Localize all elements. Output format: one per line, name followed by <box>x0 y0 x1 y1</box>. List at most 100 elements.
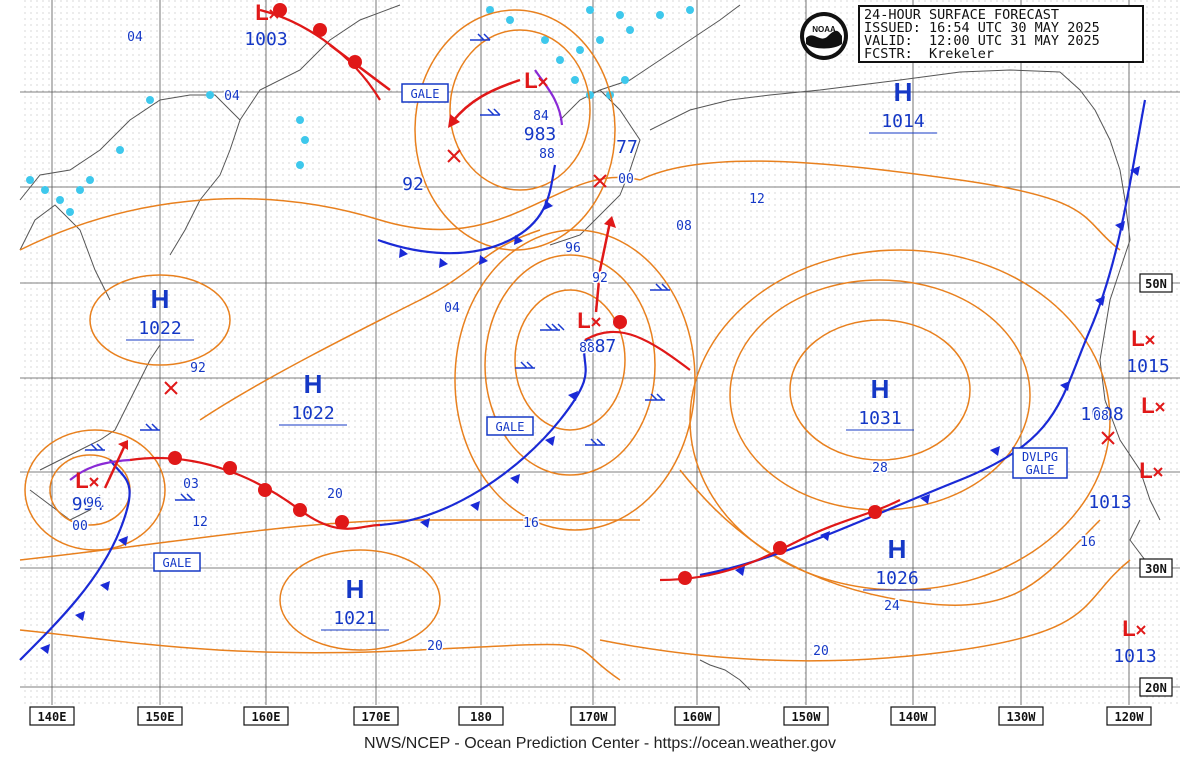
isobar-label: 20 <box>427 639 443 654</box>
isobar-label: 96 <box>565 241 581 256</box>
sea-ice-edge <box>26 6 694 216</box>
longitude-label: 150E <box>137 706 183 726</box>
low-pressure-center: L 1013 <box>1088 458 1163 513</box>
warning-label: GALE <box>411 87 440 101</box>
isobar-label: 03 <box>183 477 199 492</box>
longitude-label: 150W <box>783 706 829 726</box>
high-pressure-center: H 1022 <box>279 369 347 426</box>
svg-text:20N: 20N <box>1145 681 1167 695</box>
warning-label: GALE <box>163 556 192 570</box>
svg-text:30N: 30N <box>1145 562 1167 576</box>
high-pressure-value: 1022 <box>291 403 334 424</box>
low-pressure-center: L 983 <box>524 68 557 145</box>
gale-warning-box: GALE <box>401 83 449 103</box>
isobar-label: 92 <box>190 361 206 376</box>
low-pressure-value: 1015 <box>1126 356 1169 377</box>
longitude-label: 140W <box>890 706 936 726</box>
longitude-label: 160E <box>243 706 289 726</box>
low-center-x <box>269 9 279 19</box>
isobar-label: 00 <box>72 519 88 534</box>
low-center-x <box>538 77 548 87</box>
high-symbol: H <box>894 77 913 107</box>
low-pressure-value: 983 <box>524 124 557 145</box>
svg-text:170E: 170E <box>362 710 391 724</box>
low-pressure-center: L 1013 <box>1113 616 1156 667</box>
isobar-label: 28 <box>872 461 888 476</box>
low-symbol: L <box>1141 393 1154 418</box>
isobar-label: 04 <box>444 301 460 316</box>
svg-text:140W: 140W <box>899 710 929 724</box>
issued-time: ISSUED: 16:54 UTC 30 MAY 2025 <box>864 20 1100 36</box>
longitude-label: 170W <box>570 706 616 726</box>
warning-label: DVLPG GALE <box>1022 450 1058 477</box>
svg-text:180: 180 <box>470 710 492 724</box>
svg-text:150W: 150W <box>792 710 822 724</box>
low-symbol: L <box>577 308 590 333</box>
high-pressure-center: H 1022 <box>126 284 194 341</box>
forecaster: FCSTR: Krekeler <box>864 46 995 62</box>
gale-warning-box: DVLPG GALE <box>1012 447 1068 479</box>
low-pressure-value: 994 <box>72 494 105 515</box>
isobar-label: 92 <box>402 174 424 195</box>
warning-label: GALE <box>496 420 525 434</box>
isobar-label: 16 <box>523 516 539 531</box>
high-pressure-center: H 1014 <box>869 77 937 134</box>
svg-text:130W: 130W <box>1007 710 1037 724</box>
low-symbol: L <box>255 0 268 25</box>
noaa-logo: NOAA <box>798 10 850 62</box>
storm-tracks <box>103 44 612 489</box>
gale-warning-box: GALE <box>153 552 201 572</box>
high-pressure-value: 1014 <box>881 111 924 132</box>
low-symbol: L <box>524 68 537 93</box>
occluded-fronts <box>69 69 564 481</box>
isobar-label: 88 <box>539 147 555 162</box>
low-symbol: L <box>1122 616 1135 641</box>
high-pressure-center: H 1031 <box>846 374 914 431</box>
low-center-x <box>1145 335 1155 345</box>
low-symbol: L <box>1139 458 1152 483</box>
longitude-label: 170E <box>353 706 399 726</box>
low-center-x <box>1155 402 1165 412</box>
isobar-labels-layer: 04 04 04 92 92 92 96 96 88 88 84 77 00 00 08 08 12 12 16 16… <box>71 29 1111 661</box>
storm-track-arrowheads <box>118 114 616 450</box>
isobar-label: 12 <box>749 192 765 207</box>
high-pressure-center: H 1026 <box>863 534 931 591</box>
latitude-label: 20N <box>1139 677 1173 697</box>
isobar-label: 84 <box>533 109 549 124</box>
high-pressure-value: 1031 <box>858 408 901 429</box>
longitude-label: 140E <box>29 706 75 726</box>
low-pressure-value: 1008 <box>1080 404 1123 425</box>
isobar-label: 96 <box>86 496 102 511</box>
isobar-label: 88 <box>579 341 595 356</box>
cold-front-pips <box>40 166 1140 654</box>
isobar-label: 24 <box>884 599 900 614</box>
isobar-label: 20 <box>327 487 343 502</box>
low-pressure-value: 1013 <box>1088 492 1131 513</box>
isobar-label: 12 <box>192 515 208 530</box>
low-pressure-center: L 1015 <box>1126 326 1169 377</box>
high-symbol: H <box>871 374 890 404</box>
svg-text:120W: 120W <box>1115 710 1145 724</box>
isobar-label: 04 <box>224 89 240 104</box>
coastlines <box>19 4 1161 691</box>
valid-time: VALID: 12:00 UTC 31 MAY 2025 <box>864 33 1100 49</box>
graticule <box>20 0 1180 705</box>
svg-text:170W: 170W <box>579 710 609 724</box>
low-center-x <box>1136 625 1146 635</box>
svg-text:160E: 160E <box>252 710 281 724</box>
ocean-grid-dots <box>20 0 1180 705</box>
high-pressure-center: H 1021 <box>321 574 389 631</box>
position-markers <box>164 149 1115 445</box>
low-pressure-center: L 1003 <box>244 0 287 50</box>
longitude-label: 120W <box>1106 706 1152 726</box>
high-pressure-value: 1021 <box>333 608 376 629</box>
high-symbol: H <box>346 574 365 604</box>
svg-text:140E: 140E <box>38 710 67 724</box>
isobar-label: 00 <box>618 172 634 187</box>
low-pressure-value: 1013 <box>1113 646 1156 667</box>
isobar-label: 04 <box>127 30 143 45</box>
isobar-label: 77 <box>616 137 638 158</box>
high-symbol: H <box>888 534 907 564</box>
